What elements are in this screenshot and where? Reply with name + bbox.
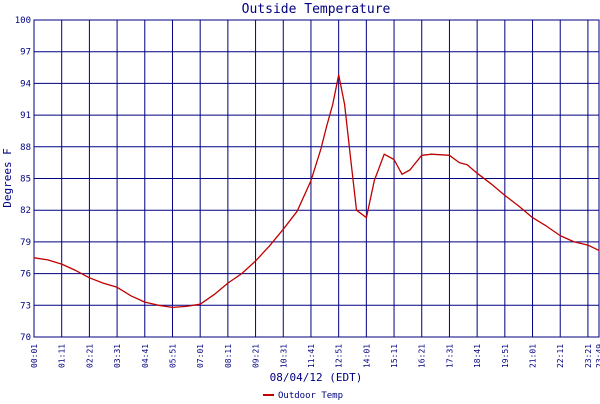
x-tick-label: 12:51 xyxy=(335,344,344,368)
x-tick-label: 19:51 xyxy=(501,344,510,368)
x-tick-label: 09:21 xyxy=(252,344,261,368)
legend: Outdoor Temp xyxy=(263,391,343,401)
chart-title: Outside Temperature xyxy=(242,2,391,17)
y-tick-label: 85 xyxy=(20,175,31,185)
x-tick-label: 22:11 xyxy=(556,344,565,368)
series-layer xyxy=(33,74,600,309)
x-tick-label: 04:41 xyxy=(141,344,150,368)
x-axis-label: 08/04/12 (EDT) xyxy=(270,371,363,384)
x-tick-label: 03:31 xyxy=(113,344,122,368)
y-tick-label: 76 xyxy=(20,270,31,280)
x-tick-label: 01:11 xyxy=(58,344,67,368)
y-tick-label: 91 xyxy=(20,111,31,121)
y-axis-ticks: 70 73 76 79 82 85 88 91 94 97 100 xyxy=(15,16,31,343)
y-tick-label: 73 xyxy=(20,301,31,311)
legend-label-outdoor-temp: Outdoor Temp xyxy=(278,391,343,400)
x-tick-label: 11:41 xyxy=(307,344,316,368)
series-line-outdoor-temp xyxy=(33,74,600,309)
x-tick-label: 21:01 xyxy=(529,344,538,368)
x-tick-label: 14:01 xyxy=(362,344,371,368)
y-tick-label: 97 xyxy=(20,48,31,58)
x-tick-label: 17:31 xyxy=(445,344,454,368)
x-tick-label: 02:21 xyxy=(85,344,94,368)
gridlines xyxy=(33,19,600,338)
y-tick-label: 94 xyxy=(20,79,31,89)
y-tick-label: 88 xyxy=(20,143,31,153)
x-tick-label: 00:01 xyxy=(30,344,39,368)
x-tick-label: 23:49 xyxy=(595,344,600,368)
x-tick-label: 18:41 xyxy=(473,344,482,368)
x-tick-label: 08:11 xyxy=(224,344,233,368)
x-tick-label: 15:11 xyxy=(390,344,399,368)
x-tick-label: 16:21 xyxy=(418,344,427,368)
y-tick-label: 82 xyxy=(20,206,31,216)
x-tick-label: 05:51 xyxy=(168,344,177,368)
x-tick-label: 10:31 xyxy=(279,344,288,368)
x-tick-label: 07:01 xyxy=(196,344,205,368)
y-tick-label: 100 xyxy=(15,16,31,26)
y-tick-label: 70 xyxy=(20,333,31,343)
x-tick-label: 23:21 xyxy=(584,344,593,368)
y-tick-label: 79 xyxy=(20,238,31,248)
x-axis-ticks: 00:01 01:11 02:21 03:31 04:41 05:51 07:01 08:11… xyxy=(30,344,600,368)
y-axis-label: Degrees F xyxy=(1,148,14,208)
